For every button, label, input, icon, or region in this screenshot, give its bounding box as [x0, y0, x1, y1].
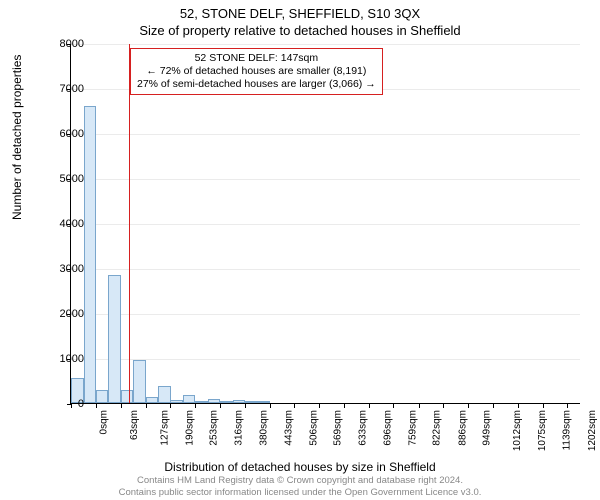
ytick-label: 1000	[44, 353, 84, 365]
histogram-bar	[183, 395, 196, 403]
histogram-bar	[121, 390, 134, 404]
xtick-mark	[543, 404, 544, 408]
xtick-label: 1012sqm	[512, 410, 523, 451]
xtick-mark	[121, 404, 122, 408]
gridline	[71, 179, 580, 180]
xtick-label: 569sqm	[333, 410, 344, 446]
xtick-mark	[493, 404, 494, 408]
xtick-label: 633sqm	[358, 410, 369, 446]
xtick-mark	[393, 404, 394, 408]
xtick-mark	[443, 404, 444, 408]
xtick-label: 63sqm	[129, 410, 140, 440]
xtick-label: 759sqm	[407, 410, 418, 446]
xtick-label: 0sqm	[98, 410, 109, 434]
gridline	[71, 44, 580, 45]
xtick-label: 127sqm	[159, 410, 170, 446]
footer-line-2: Contains public sector information licen…	[0, 487, 600, 498]
histogram-bar	[84, 106, 97, 403]
xtick-mark	[319, 404, 320, 408]
footer: Contains HM Land Registry data © Crown c…	[0, 475, 600, 498]
xtick-mark	[195, 404, 196, 408]
xtick-mark	[369, 404, 370, 408]
xtick-mark	[220, 404, 221, 408]
xtick-mark	[419, 404, 420, 408]
xtick-mark	[146, 404, 147, 408]
xtick-label: 1075sqm	[537, 410, 548, 451]
xtick-mark	[270, 404, 271, 408]
xtick-label: 443sqm	[283, 410, 294, 446]
xtick-label: 380sqm	[259, 410, 270, 446]
xtick-label: 190sqm	[184, 410, 195, 446]
xtick-mark	[170, 404, 171, 408]
annotation-line-3: 27% of semi-detached houses are larger (…	[137, 78, 376, 91]
ytick-label: 4000	[44, 218, 84, 230]
ytick-label: 6000	[44, 128, 84, 140]
histogram-bar	[158, 386, 171, 403]
footer-line-1: Contains HM Land Registry data © Crown c…	[0, 475, 600, 486]
xtick-mark	[294, 404, 295, 408]
y-axis-label: Number of detached properties	[10, 55, 24, 220]
annotation-line-2: ← 72% of detached houses are smaller (8,…	[137, 65, 376, 78]
marker-line	[129, 44, 130, 403]
xtick-mark	[518, 404, 519, 408]
xtick-mark	[344, 404, 345, 408]
page-title: 52, STONE DELF, SHEFFIELD, S10 3QX	[0, 0, 600, 21]
ytick-label: 3000	[44, 263, 84, 275]
histogram-bar	[146, 397, 159, 403]
xtick-mark	[96, 404, 97, 408]
gridline	[71, 314, 580, 315]
marker-annotation: 52 STONE DELF: 147sqm ← 72% of detached …	[130, 48, 383, 95]
xtick-mark	[468, 404, 469, 408]
histogram-bar	[233, 400, 246, 403]
histogram-bar	[96, 390, 109, 404]
xtick-label: 1139sqm	[561, 410, 572, 450]
gridline	[71, 134, 580, 135]
plot-area	[70, 44, 580, 404]
chart: 52 STONE DELF: 147sqm ← 72% of detached …	[70, 44, 580, 404]
ytick-label: 8000	[44, 38, 84, 50]
xtick-label: 316sqm	[234, 410, 245, 446]
histogram-bar	[208, 399, 221, 404]
ytick-label: 2000	[44, 308, 84, 320]
gridline	[71, 359, 580, 360]
xtick-label: 506sqm	[308, 410, 319, 446]
xtick-label: 696sqm	[383, 410, 394, 446]
xtick-label: 253sqm	[209, 410, 220, 446]
histogram-bar	[108, 275, 121, 403]
gridline	[71, 269, 580, 270]
ytick-label: 5000	[44, 173, 84, 185]
xtick-label: 1202sqm	[587, 410, 598, 451]
ytick-label: 7000	[44, 83, 84, 95]
xtick-label: 822sqm	[432, 410, 443, 446]
annotation-line-1: 52 STONE DELF: 147sqm	[137, 52, 376, 65]
page-subtitle: Size of property relative to detached ho…	[0, 21, 600, 42]
histogram-bar	[220, 401, 233, 403]
x-axis-label: Distribution of detached houses by size …	[0, 460, 600, 474]
xtick-mark	[567, 404, 568, 408]
xtick-mark	[245, 404, 246, 408]
histogram-bar	[245, 401, 258, 403]
histogram-bar	[257, 401, 270, 403]
histogram-bar	[170, 400, 183, 403]
xtick-label: 886sqm	[457, 410, 468, 446]
histogram-bar	[133, 360, 146, 403]
xtick-label: 949sqm	[482, 410, 493, 446]
gridline	[71, 224, 580, 225]
ytick-label: 0	[44, 398, 84, 410]
histogram-bar	[195, 401, 208, 403]
